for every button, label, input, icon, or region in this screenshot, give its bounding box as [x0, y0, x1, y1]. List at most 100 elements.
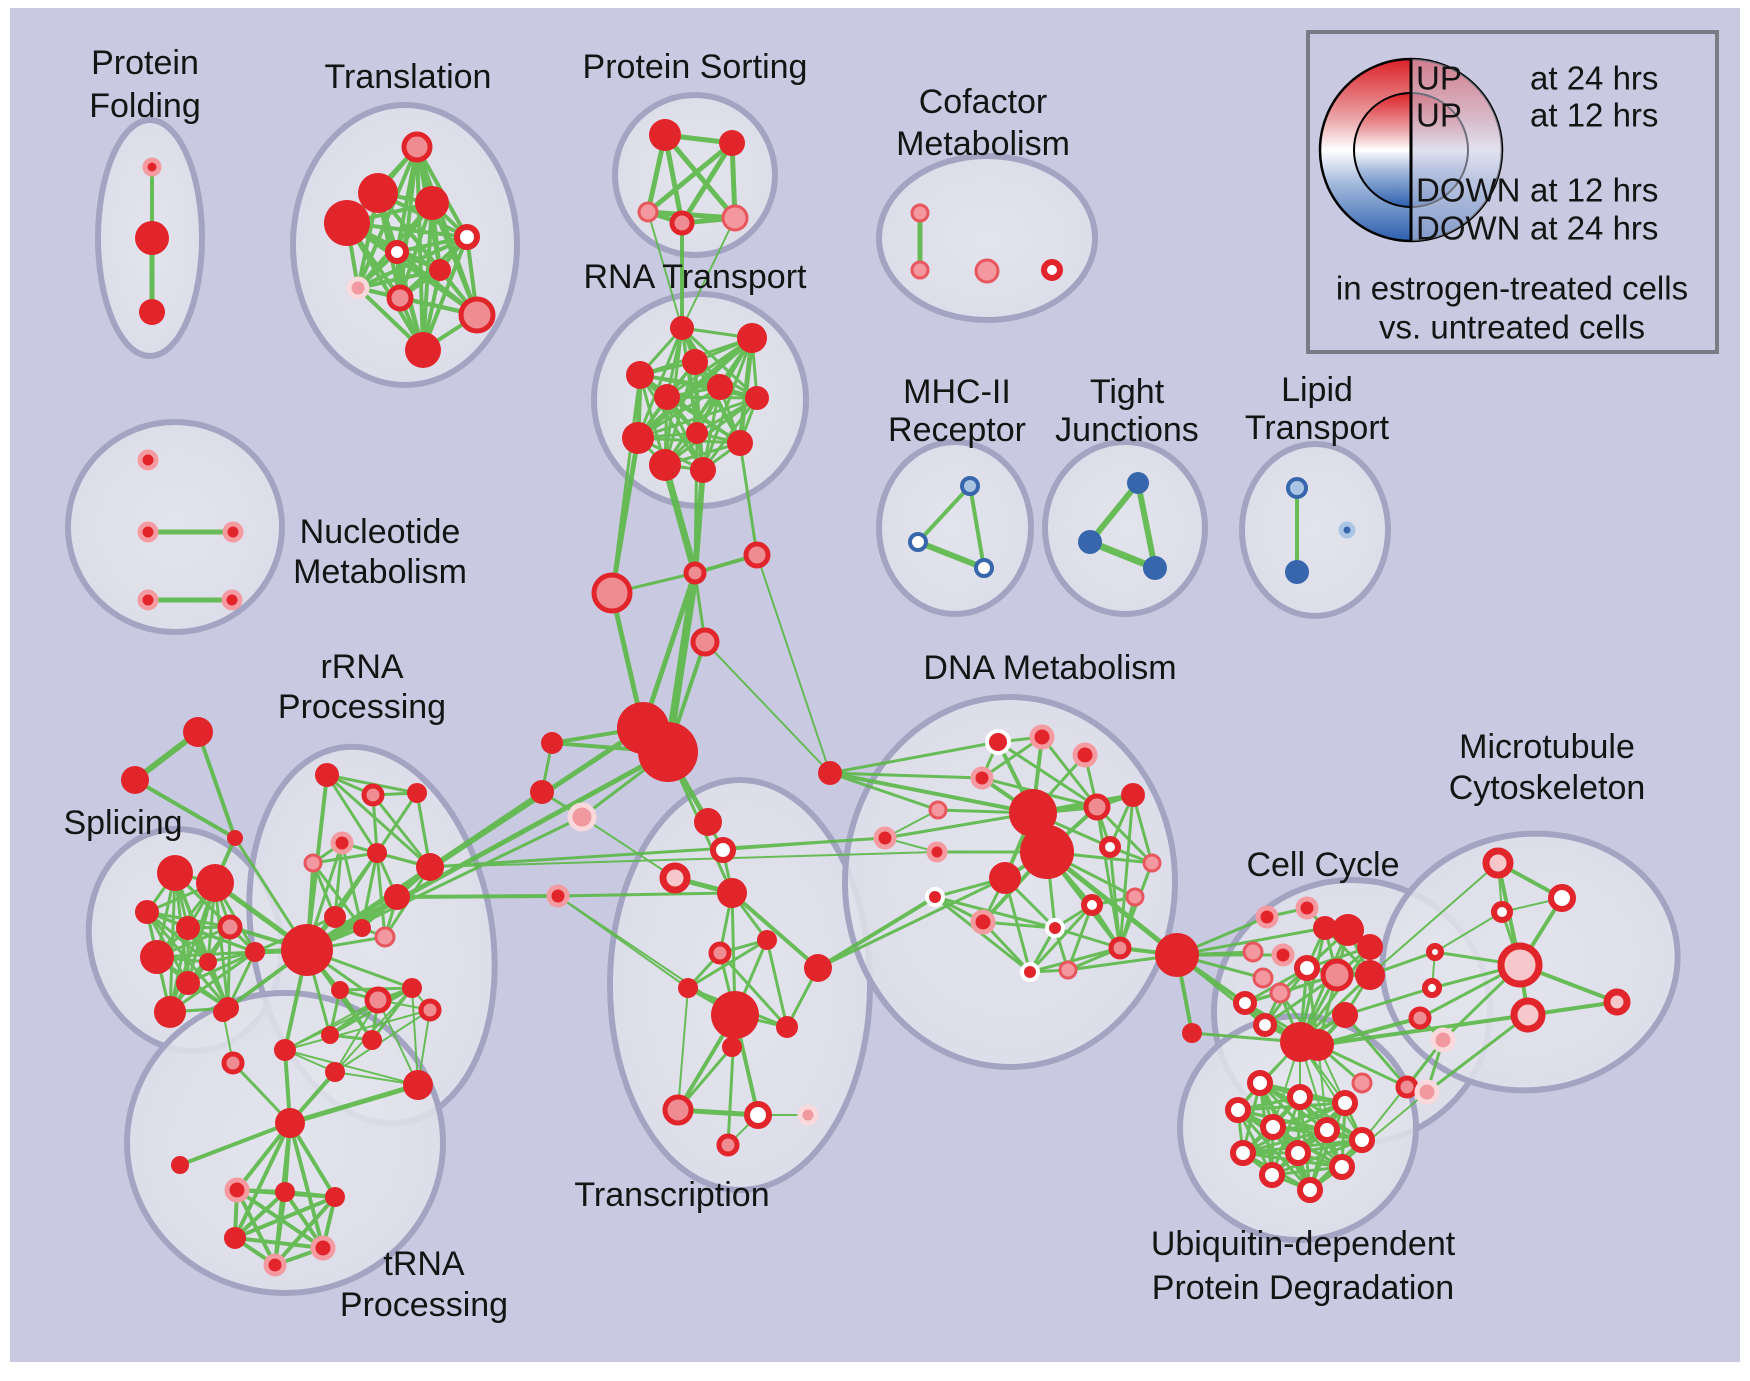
network-node-sp3: [135, 900, 159, 924]
network-edge: [1066, 903, 1094, 972]
network-edge: [233, 1195, 337, 1240]
network-edge: [287, 1082, 421, 1126]
network-node-v5: [1497, 942, 1543, 988]
network-node-d15: [970, 909, 996, 935]
network-node-rt6: [654, 384, 680, 410]
network-edge: [557, 895, 689, 989]
cluster-trna-processing-label: Processing: [340, 1286, 508, 1324]
cluster-lipid-transport-ellipse: [1239, 441, 1391, 619]
network-edge: [664, 569, 699, 756]
cluster-cofactor-metabolism-label: Cofactor: [919, 83, 1048, 121]
network-node-q16: [1332, 1002, 1358, 1028]
network-node-q14: [1269, 982, 1291, 1004]
network-node-ts13: [797, 1104, 819, 1126]
network-edge: [1087, 480, 1141, 545]
legend-down-12: DOWN: [1416, 172, 1520, 209]
network-edge: [1108, 845, 1122, 950]
network-node-rr8: [384, 884, 410, 910]
network-node-nm1: [137, 449, 159, 471]
legend-up-12: UP: [1416, 97, 1462, 134]
network-node-rr18: [274, 1039, 296, 1061]
network-edge: [1135, 480, 1158, 571]
network-node-rr15: [321, 1026, 339, 1044]
network-edge: [1241, 1128, 1329, 1155]
network-node-b9: [1285, 1140, 1311, 1166]
network-node-cn7: [683, 561, 707, 585]
network-node-rr16: [362, 1030, 382, 1050]
cluster-cofactor-metabolism-label: Metabolism: [896, 125, 1070, 163]
network-node-ts8: [804, 954, 832, 982]
network-node-cn5: [567, 802, 597, 832]
network-edge: [730, 891, 820, 970]
legend-down-24: DOWN: [1416, 210, 1520, 247]
network-edge: [1425, 1013, 1530, 1094]
network-edge: [178, 1121, 292, 1167]
network-edge: [701, 385, 722, 472]
network-node-q15: [1253, 1013, 1277, 1037]
network-node-rr3: [407, 783, 427, 803]
network-node-nm2: [137, 521, 159, 543]
network-edge: [645, 140, 735, 215]
cluster-microtubule-cytoskeleton-label: Cytoskeleton: [1449, 769, 1646, 807]
network-edge: [334, 1009, 431, 1073]
network-node-cn3: [541, 732, 563, 754]
cluster-protein-folding-label: Folding: [89, 87, 201, 125]
network-node-d5: [928, 800, 948, 820]
network-node-b11: [1259, 1162, 1285, 1188]
network-node-b3: [1332, 1090, 1358, 1116]
cluster-nucleotide-metabolism-ellipse: [65, 419, 285, 635]
cluster-mhc-ii-receptor-ellipse: [876, 439, 1034, 617]
network-node-d16: [1081, 894, 1103, 916]
legend-up-12-time: at 12 hrs: [1530, 97, 1658, 134]
network-node-sp10: [199, 953, 217, 971]
network-node-d18: [1058, 960, 1078, 980]
network-node-tr4: [324, 200, 370, 246]
network-node-ps2: [719, 130, 745, 156]
network-node-tr3: [415, 186, 449, 220]
network-node-rr5: [303, 853, 323, 873]
network-node-rr19: [325, 1062, 345, 1082]
network-edge: [636, 396, 759, 440]
network-node-v9: [1408, 1006, 1432, 1030]
network-node-rr14: [402, 978, 422, 998]
network-node-q11: [1355, 960, 1385, 990]
cluster-translation-label: Translation: [325, 58, 492, 96]
network-node-d9: [926, 841, 948, 863]
network-edge: [1040, 735, 1099, 809]
network-node-rt4: [626, 361, 654, 389]
network-edge: [647, 211, 683, 329]
legend-footer-line2: vs. untreated cells: [1379, 309, 1645, 346]
network-edge: [581, 816, 676, 879]
network-node-q12: [1252, 967, 1274, 989]
network-node-rt3: [682, 349, 708, 375]
network-node-cm3: [974, 258, 1000, 284]
network-edge: [916, 484, 972, 544]
network-node-nm5: [221, 589, 243, 611]
network-edge: [429, 851, 938, 868]
network-edge: [556, 891, 734, 898]
network-node-q19: [1395, 1075, 1419, 1099]
network-node-ts1: [694, 808, 722, 836]
network-edge: [636, 326, 684, 440]
network-edge: [213, 881, 230, 1010]
network-node-rr20: [403, 1070, 433, 1100]
network-edge: [375, 851, 387, 939]
network-edge: [662, 132, 738, 221]
network-node-tr2: [358, 173, 398, 213]
network-node-q13: [1233, 991, 1257, 1015]
network-node-ts3: [659, 862, 691, 894]
network-edge: [226, 925, 232, 1010]
network-node-b10: [1329, 1154, 1355, 1180]
network-node-cn2: [638, 722, 698, 782]
cluster-trna-processing-ellipse: [124, 990, 446, 1296]
network-edge: [933, 895, 1032, 974]
network-node-rr1: [315, 763, 339, 787]
network-node-rr23: [221, 1051, 245, 1075]
network-node-ts6: [708, 941, 732, 965]
network-edge: [1369, 862, 1499, 976]
network-node-tr5: [454, 224, 480, 250]
cluster-rrna-processing-label: rRNA: [320, 648, 403, 686]
network-node-cm2: [910, 260, 930, 280]
network-edge: [325, 773, 432, 869]
